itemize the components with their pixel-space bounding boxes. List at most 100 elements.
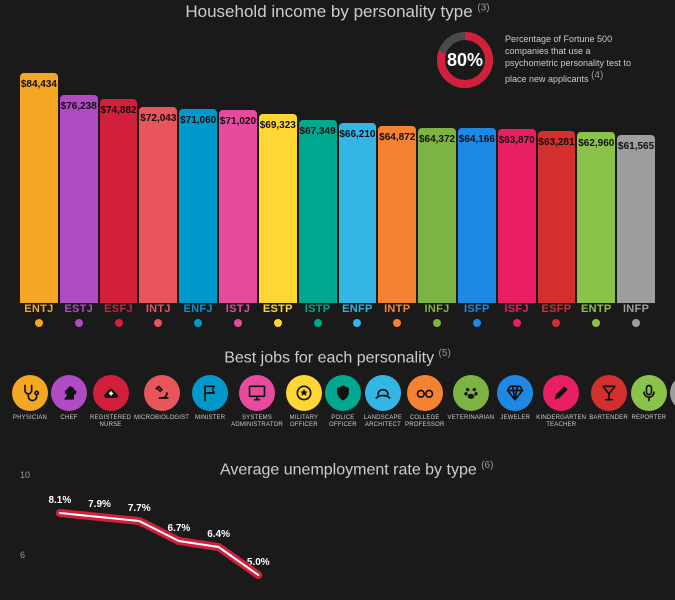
bar-value: $63,870 bbox=[498, 135, 536, 146]
bar-label-estj: ESTJ bbox=[60, 303, 98, 327]
bar-value: $64,372 bbox=[418, 134, 456, 145]
bar-estp: $69,323 bbox=[259, 114, 297, 303]
job-item: Reporter bbox=[631, 375, 667, 428]
job-label: Veterinarian bbox=[448, 415, 495, 422]
bar-value: $72,043 bbox=[139, 113, 177, 124]
flag-icon bbox=[192, 375, 228, 411]
job-label: Registered Nurse bbox=[90, 415, 131, 428]
bar-label-istj: ISTJ bbox=[219, 303, 257, 327]
bar-value: $74,882 bbox=[100, 105, 138, 116]
bar-label-entp: ENTP bbox=[577, 303, 615, 327]
bar-esfp: $63,281 bbox=[538, 131, 576, 303]
bar-entp: $62,960 bbox=[577, 132, 615, 304]
income-bar-chart: $84,434$76,238$74,882$72,043$71,060$71,0… bbox=[20, 58, 655, 303]
bar-istj: $71,020 bbox=[219, 110, 257, 303]
bar-isfp: $64,166 bbox=[458, 128, 496, 303]
bar-label-esfj: ESFJ bbox=[100, 303, 138, 327]
bar-intp: $64,872 bbox=[378, 126, 416, 303]
job-item: Physician bbox=[12, 375, 48, 428]
bar-label-isfj: ISFJ bbox=[498, 303, 536, 327]
bar-value: $69,323 bbox=[259, 120, 297, 131]
bar-label-intp: INTP bbox=[378, 303, 416, 327]
income-title-text: Household income by personality type bbox=[185, 2, 472, 21]
bar-value: $71,060 bbox=[179, 115, 217, 126]
job-item: Police Officer bbox=[325, 375, 361, 428]
income-bar-labels: ENTJESTJESFJINTJENFJISTJESTPISTPENFPINTP… bbox=[20, 303, 655, 327]
job-label: College Professor bbox=[405, 415, 444, 428]
job-label: Fine Artist bbox=[670, 415, 675, 428]
diamond-icon bbox=[497, 375, 533, 411]
shield-icon bbox=[325, 375, 361, 411]
bar-value: $76,238 bbox=[60, 101, 98, 112]
job-label: Systems Administrator bbox=[231, 415, 283, 428]
jobs-title: Best jobs for each personality (5) bbox=[0, 348, 675, 367]
bar-value: $63,281 bbox=[538, 137, 576, 148]
jobs-row: Physician Chef Registered NurseMicrobiolog… bbox=[12, 375, 663, 428]
hands-icon bbox=[365, 375, 401, 411]
job-item: Kindergarten Teacher bbox=[536, 375, 586, 428]
bar-label-enfp: ENFP bbox=[339, 303, 377, 327]
mic-icon bbox=[631, 375, 667, 411]
job-label: Military Officer bbox=[286, 415, 322, 428]
bar-value: $66,210 bbox=[339, 129, 377, 140]
bar-value: $64,166 bbox=[458, 134, 496, 145]
bar-value: $64,872 bbox=[378, 132, 416, 143]
bar-label-intj: INTJ bbox=[139, 303, 177, 327]
job-item: Veterinarian bbox=[448, 375, 495, 428]
job-item: Fine Artist bbox=[670, 375, 675, 428]
job-label: Kindergarten Teacher bbox=[536, 415, 586, 428]
palette-icon bbox=[670, 375, 675, 411]
bar-label-esfp: ESFP bbox=[538, 303, 576, 327]
bar-label-enfj: ENFJ bbox=[179, 303, 217, 327]
bar-enfp: $66,210 bbox=[339, 123, 377, 303]
job-item: Registered Nurse bbox=[90, 375, 131, 428]
job-label: Landscape Architect bbox=[364, 415, 402, 428]
bar-esfj: $74,882 bbox=[100, 99, 138, 303]
paw-icon bbox=[453, 375, 489, 411]
income-title: Household income by personality type (3) bbox=[0, 0, 675, 22]
bar-label-istp: ISTP bbox=[299, 303, 337, 327]
bar-value: $61,565 bbox=[617, 141, 655, 152]
bar-label-isfp: ISFP bbox=[458, 303, 496, 327]
bar-value: $62,960 bbox=[577, 138, 615, 149]
bar-entj: $84,434 bbox=[20, 73, 58, 303]
nurse-cap-icon bbox=[93, 375, 129, 411]
bar-enfj: $71,060 bbox=[179, 109, 217, 303]
job-item: Chef bbox=[51, 375, 87, 428]
stethoscope-icon bbox=[12, 375, 48, 411]
bar-label-estp: ESTP bbox=[259, 303, 297, 327]
bar-infj: $64,372 bbox=[418, 128, 456, 303]
microscope-icon bbox=[144, 375, 180, 411]
job-item: Bartender bbox=[589, 375, 628, 428]
job-item: Minister bbox=[192, 375, 228, 428]
bar-estj: $76,238 bbox=[60, 95, 98, 303]
job-label: Microbiologist bbox=[134, 415, 189, 422]
bar-value: $67,349 bbox=[299, 126, 337, 137]
bar-value: $84,434 bbox=[20, 79, 58, 90]
badge-icon bbox=[286, 375, 322, 411]
job-item: College Professor bbox=[405, 375, 444, 428]
glasses-icon bbox=[407, 375, 443, 411]
job-item: Landscape Architect bbox=[364, 375, 402, 428]
bar-value: $71,020 bbox=[219, 116, 257, 127]
unemployment-line-chart: 1068.1%7.9%7.7%6.7%6.4%5.0% bbox=[20, 455, 655, 600]
chef-hat-icon bbox=[51, 375, 87, 411]
income-title-sup: (3) bbox=[477, 2, 489, 13]
job-item: Military Officer bbox=[286, 375, 322, 428]
bar-infp: $61,565 bbox=[617, 135, 655, 303]
job-label: Minister bbox=[195, 415, 225, 422]
job-label: Chef bbox=[60, 415, 77, 422]
bar-istp: $67,349 bbox=[299, 120, 337, 303]
job-item: Microbiologist bbox=[134, 375, 189, 428]
job-item: Systems Administrator bbox=[231, 375, 283, 428]
bar-label-infj: INFJ bbox=[418, 303, 456, 327]
job-item: Jeweler bbox=[497, 375, 533, 428]
job-label: Bartender bbox=[589, 415, 628, 422]
bar-intj: $72,043 bbox=[139, 107, 177, 303]
bar-isfj: $63,870 bbox=[498, 129, 536, 303]
job-label: Police Officer bbox=[325, 415, 361, 428]
job-label: Reporter bbox=[632, 415, 667, 422]
pencil-icon bbox=[543, 375, 579, 411]
bar-label-infp: INFP bbox=[617, 303, 655, 327]
glass-icon bbox=[591, 375, 627, 411]
